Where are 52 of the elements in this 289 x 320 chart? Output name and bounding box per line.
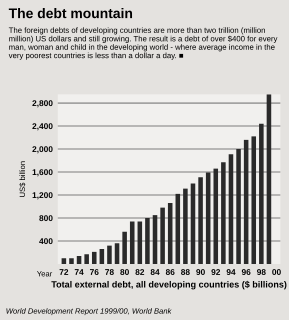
bar (84, 254, 89, 264)
x-tick-label: 76 (90, 269, 99, 275)
y-tick-label: 2,400 (32, 123, 53, 130)
y-tick-label: 1,200 (32, 192, 53, 200)
bar (114, 243, 120, 264)
x-tick-label: 00 (272, 269, 281, 275)
bar (100, 249, 104, 264)
bar (76, 256, 82, 264)
bar (69, 258, 74, 264)
bar (244, 140, 248, 264)
x-tick-label: 98 (257, 269, 266, 275)
bar (176, 194, 180, 264)
y-tick-label: 400 (39, 238, 53, 244)
bar (221, 162, 226, 264)
x-tick-label: 92 (211, 269, 220, 275)
bar (236, 149, 241, 264)
bar (183, 188, 188, 264)
y-tick-label: 800 (39, 215, 53, 222)
x-tick-label: 72 (60, 269, 68, 275)
bar (251, 136, 256, 264)
bar (160, 208, 165, 264)
x-tick-label: 88 (181, 269, 190, 275)
x-tick-label: 74 (74, 269, 84, 275)
bar (213, 168, 218, 264)
chart-title: The debt mountain (8, 8, 132, 18)
bar (107, 246, 112, 264)
x-tick-label: 78 (105, 269, 114, 275)
bar (168, 203, 172, 264)
bar (228, 154, 234, 264)
bar (122, 232, 127, 264)
y-tick-label: 2,800 (32, 100, 53, 108)
bar (152, 215, 158, 264)
x-axis-title: Total external debt, all developing countries ($ billions) (51, 280, 286, 290)
bar (206, 172, 210, 264)
bar (259, 124, 264, 264)
x-tick-label: 86 (166, 269, 175, 275)
x-tick-label: 84 (150, 269, 160, 275)
bar (92, 252, 97, 264)
x-tick-label: 80 (120, 269, 129, 275)
bar (190, 184, 196, 264)
x-tick-label: 96 (242, 269, 250, 275)
x-tick-label: 94 (226, 269, 236, 275)
bar (266, 94, 272, 264)
bar (145, 218, 150, 264)
x-tick-label: 82 (135, 269, 144, 275)
bar (62, 258, 66, 264)
x-tick-label: 90 (196, 269, 205, 275)
bar (130, 221, 135, 264)
bar (138, 221, 142, 264)
y-tick-label: 1,600 (32, 169, 53, 176)
y-tick-label: 2,000 (32, 146, 53, 154)
bar (198, 177, 203, 264)
